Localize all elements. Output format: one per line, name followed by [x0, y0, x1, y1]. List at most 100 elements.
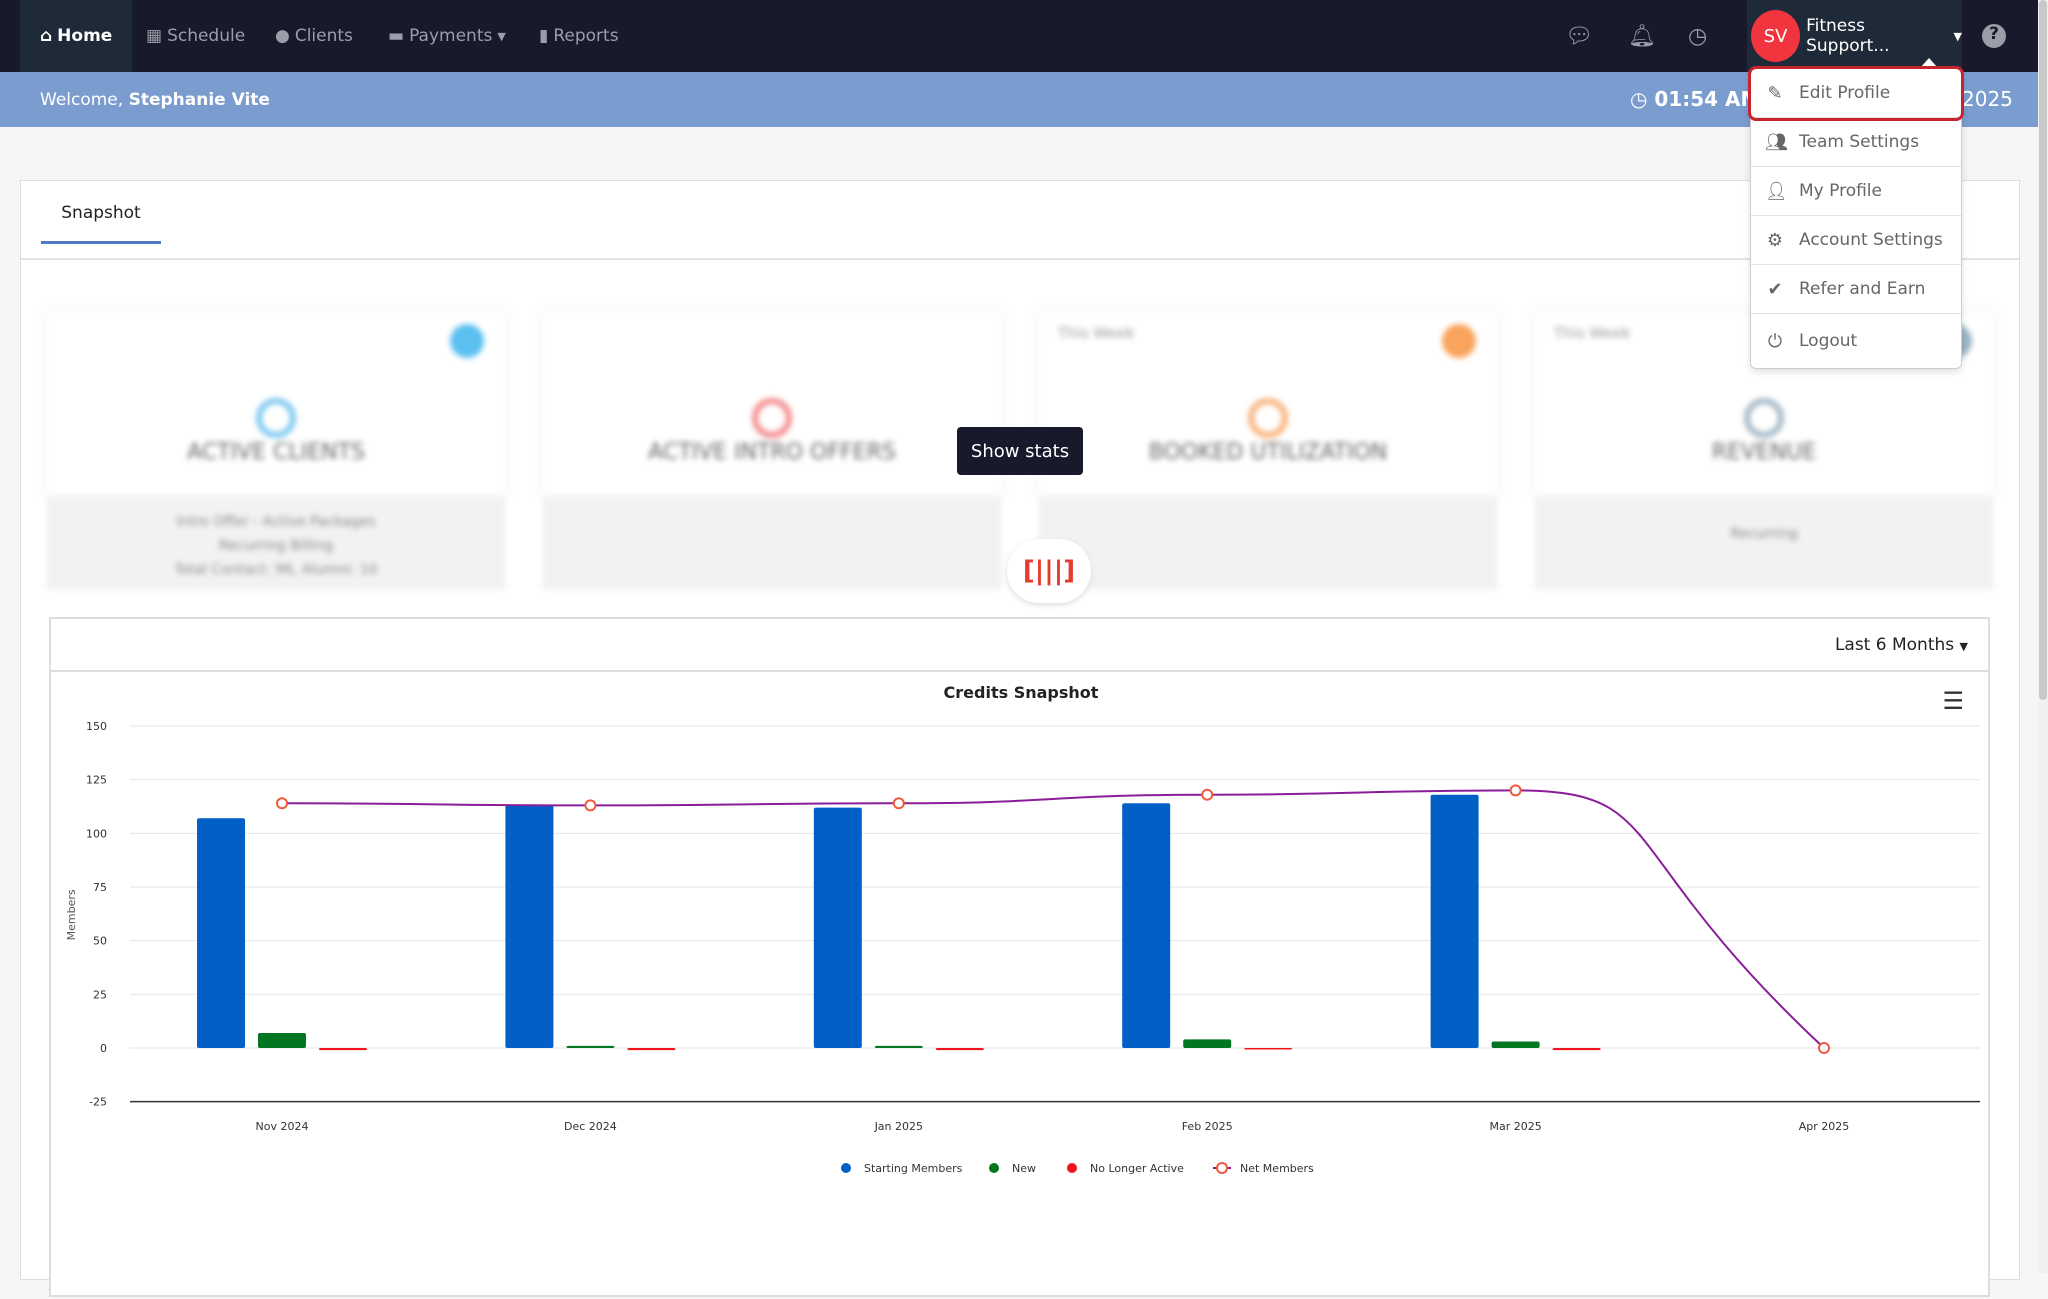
user-icon: ● [275, 26, 290, 46]
legend-item: Net Members [1240, 1162, 1314, 1175]
bar-starting-members [1122, 803, 1171, 1048]
x-tick-label: Dec 2024 [564, 1120, 617, 1133]
menu-item-my-profile[interactable]: 👤︎ My Profile [1751, 167, 1961, 216]
legend-item: No Longer Active [1090, 1162, 1184, 1175]
bar-starting-members [813, 807, 862, 1048]
power-icon: ⏻ [1767, 330, 1783, 352]
menu-item-edit-profile[interactable]: ✎ Edit Profile [1748, 66, 1964, 121]
credit-card-icon: ▬ [388, 26, 405, 46]
net-members-point [1509, 784, 1522, 797]
legend-item: Starting Members [864, 1162, 963, 1175]
nav-payments[interactable]: ▬ Payments ▼ [388, 26, 506, 46]
credits-chart-panel: Last 6 Months ▼ ☰ Credits Snapshot Member… [49, 617, 1990, 1297]
bar-new [566, 1045, 615, 1048]
legend-marker [1067, 1163, 1077, 1173]
bar-no-longer-active [1244, 1048, 1293, 1050]
bar-new [258, 1032, 306, 1048]
y-tick-label: 50 [93, 935, 107, 948]
legend-marker [989, 1163, 999, 1173]
x-tick-label: Nov 2024 [256, 1120, 309, 1133]
net-members-point [1201, 788, 1214, 801]
net-members-point [584, 799, 597, 812]
menu-item-refer-and-earn[interactable]: ✔ Refer and Earn [1751, 265, 1961, 314]
y-tick-label: 150 [86, 720, 107, 733]
y-tick-label: -25 [89, 1096, 107, 1109]
net-members-point [892, 797, 905, 810]
dropdown-caret [1920, 58, 1938, 68]
x-tick-label: Feb 2025 [1182, 1120, 1233, 1133]
caret-down-icon: ▼ [1953, 29, 1962, 43]
bar-chart-icon: ▮ [539, 26, 549, 46]
help-icon[interactable]: ? [1982, 24, 2006, 48]
credits-chart: Credits Snapshot Members 150 125 100 75 50 25 0 -… [65, 683, 1980, 1175]
y-axis-label: Members [65, 889, 78, 940]
legend-marker [841, 1163, 851, 1173]
pencil-icon: ✎ [1767, 82, 1783, 104]
x-tick-label: Mar 2025 [1489, 1120, 1541, 1133]
bar-new [874, 1045, 923, 1048]
loading-ring-icon [256, 398, 296, 438]
show-stats-tooltip[interactable]: Show stats [957, 427, 1083, 475]
menu-item-account-settings[interactable]: ⚙ Account Settings [1751, 216, 1961, 265]
bar-starting-members [1430, 794, 1479, 1048]
bar-new [1183, 1039, 1232, 1048]
net-members-point [276, 797, 288, 810]
y-tick-label: 75 [93, 881, 107, 894]
nav-home[interactable]: ⌂ Home [20, 0, 133, 72]
divider [21, 258, 2019, 260]
avatar: SV [1751, 10, 1801, 62]
y-tick-label: 100 [86, 827, 107, 840]
tab-snapshot[interactable]: Snapshot [41, 200, 161, 244]
menu-item-logout[interactable]: ⏻ Logout [1751, 314, 1961, 368]
scrollbar[interactable] [2038, 0, 2048, 1273]
bar-no-longer-active [627, 1048, 676, 1051]
top-nav: ⌂ Home ▦ Schedule ● Clients ▬ Payments ▼ ▮ Rep… [0, 0, 2038, 72]
bell-icon[interactable]: 🔔︎ [1628, 24, 1656, 49]
caret-down-icon: ▼ [1959, 640, 1968, 653]
net-members-point [1818, 1042, 1830, 1054]
clock-icon: ◷ [1630, 87, 1655, 111]
legend-marker [1216, 1162, 1228, 1174]
card-active-intro-offers[interactable]: ACTIVE INTRO OFFERS [542, 310, 1002, 590]
range-dropdown[interactable]: Last 6 Months ▼ [1834, 635, 1968, 655]
profile-name: Fitness Support... [1806, 16, 1890, 56]
nav-reports[interactable]: ▮ Reports [539, 26, 619, 46]
card-booked-utilization[interactable]: This Week BOOKED UTILIZATION [1038, 310, 1498, 590]
users-icon: 👥︎ [1765, 131, 1788, 153]
card-active-clients[interactable]: ACTIVE CLIENTS Intro Offer - Active Pack… [46, 310, 506, 590]
barcode-scan-icon[interactable]: [|||] [1007, 539, 1091, 603]
current-date: 2025 [1962, 87, 2013, 111]
loading-ring-icon [752, 398, 792, 438]
current-time: ◷ 01:54 AM [1630, 87, 1761, 111]
nav-schedule[interactable]: ▦ Schedule [146, 26, 246, 46]
user-name: Stephanie Vite [128, 89, 270, 110]
home-icon: ⌂ [40, 26, 53, 46]
x-tick-label: Apr 2025 [1799, 1120, 1850, 1133]
loading-ring-icon [1744, 398, 1784, 438]
chart-menu-icon[interactable]: ☰ [1942, 687, 1964, 715]
check-icon: ✔ [1767, 278, 1783, 300]
bar-no-longer-active [935, 1048, 984, 1051]
add-icon[interactable] [450, 324, 484, 358]
caret-down-icon: ▼ [497, 29, 506, 43]
y-tick-label: 25 [93, 988, 107, 1001]
x-tick-label: Jan 2025 [874, 1120, 923, 1133]
chart-title: Credits Snapshot [944, 683, 1099, 702]
net-members-line [281, 789, 1825, 1049]
bar-starting-members [505, 805, 554, 1048]
chat-icon[interactable]: 💬︎ [1565, 24, 1593, 49]
nav-clients[interactable]: ● Clients [275, 26, 353, 46]
clock-icon[interactable]: ◷ [1688, 24, 1708, 49]
user-icon: 👤︎ [1765, 180, 1788, 202]
bar-no-longer-active [319, 1048, 367, 1051]
legend-item: New [1012, 1162, 1036, 1175]
welcome-bar: Welcome, Stephanie Vite [0, 72, 2038, 127]
badge-icon [1442, 324, 1476, 358]
gear-icon: ⚙ [1766, 229, 1784, 251]
menu-item-team-settings[interactable]: 👥︎ Team Settings [1751, 118, 1961, 167]
loading-ring-icon [1248, 398, 1288, 438]
bar-new [1491, 1041, 1540, 1048]
bar-starting-members [197, 818, 245, 1048]
profile-menu-toggle[interactable]: SV Fitness Support... ▼ [1747, 0, 1962, 72]
y-tick-label: 125 [86, 774, 107, 787]
